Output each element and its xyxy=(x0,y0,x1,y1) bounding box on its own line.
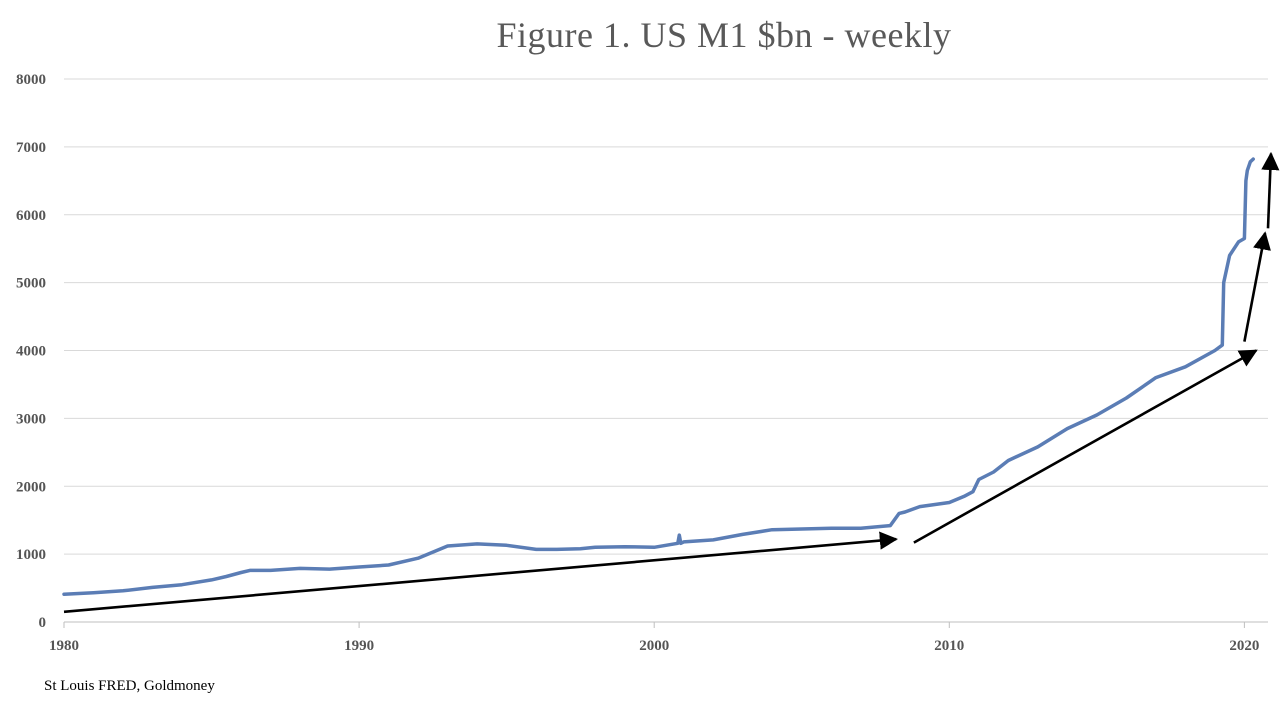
x-tick-label: 2000 xyxy=(639,638,669,654)
annotation-arrow xyxy=(63,531,898,614)
y-tick-label: 2000 xyxy=(16,479,46,495)
y-tick-label: 6000 xyxy=(16,208,46,224)
x-tick-label: 2020 xyxy=(1229,638,1259,654)
y-tick-label: 4000 xyxy=(16,344,46,360)
y-tick-label: 1000 xyxy=(16,547,46,563)
y-tick-label: 5000 xyxy=(16,276,46,292)
x-tick-labels: 1980 1990 2000 2010 2020 xyxy=(49,638,1259,654)
annotation-arrow xyxy=(1261,151,1280,229)
series-line xyxy=(62,157,1255,596)
chart-title: Figure 1. US M1 $bn - weekly xyxy=(496,15,952,55)
x-tick-label: 1990 xyxy=(344,638,374,654)
source-note: St Louis FRED, Goldmoney xyxy=(44,678,215,694)
y-tick-label: 7000 xyxy=(16,140,46,156)
annotation-arrow xyxy=(1243,231,1271,342)
y-tick-labels: 0 1000 2000 3000 4000 5000 6000 7000 8000 xyxy=(16,72,46,631)
gridlines xyxy=(64,78,1268,555)
annotation-arrow xyxy=(913,349,1258,544)
y-tick-label: 0 xyxy=(39,615,47,631)
y-tick-label: 8000 xyxy=(16,72,46,88)
x-tick-label: 1980 xyxy=(49,638,79,654)
axes xyxy=(63,621,1268,628)
annotation-arrows xyxy=(63,151,1280,614)
y-tick-label: 3000 xyxy=(16,411,46,427)
x-tick-label: 2010 xyxy=(934,638,964,654)
series-layer xyxy=(62,157,1255,596)
